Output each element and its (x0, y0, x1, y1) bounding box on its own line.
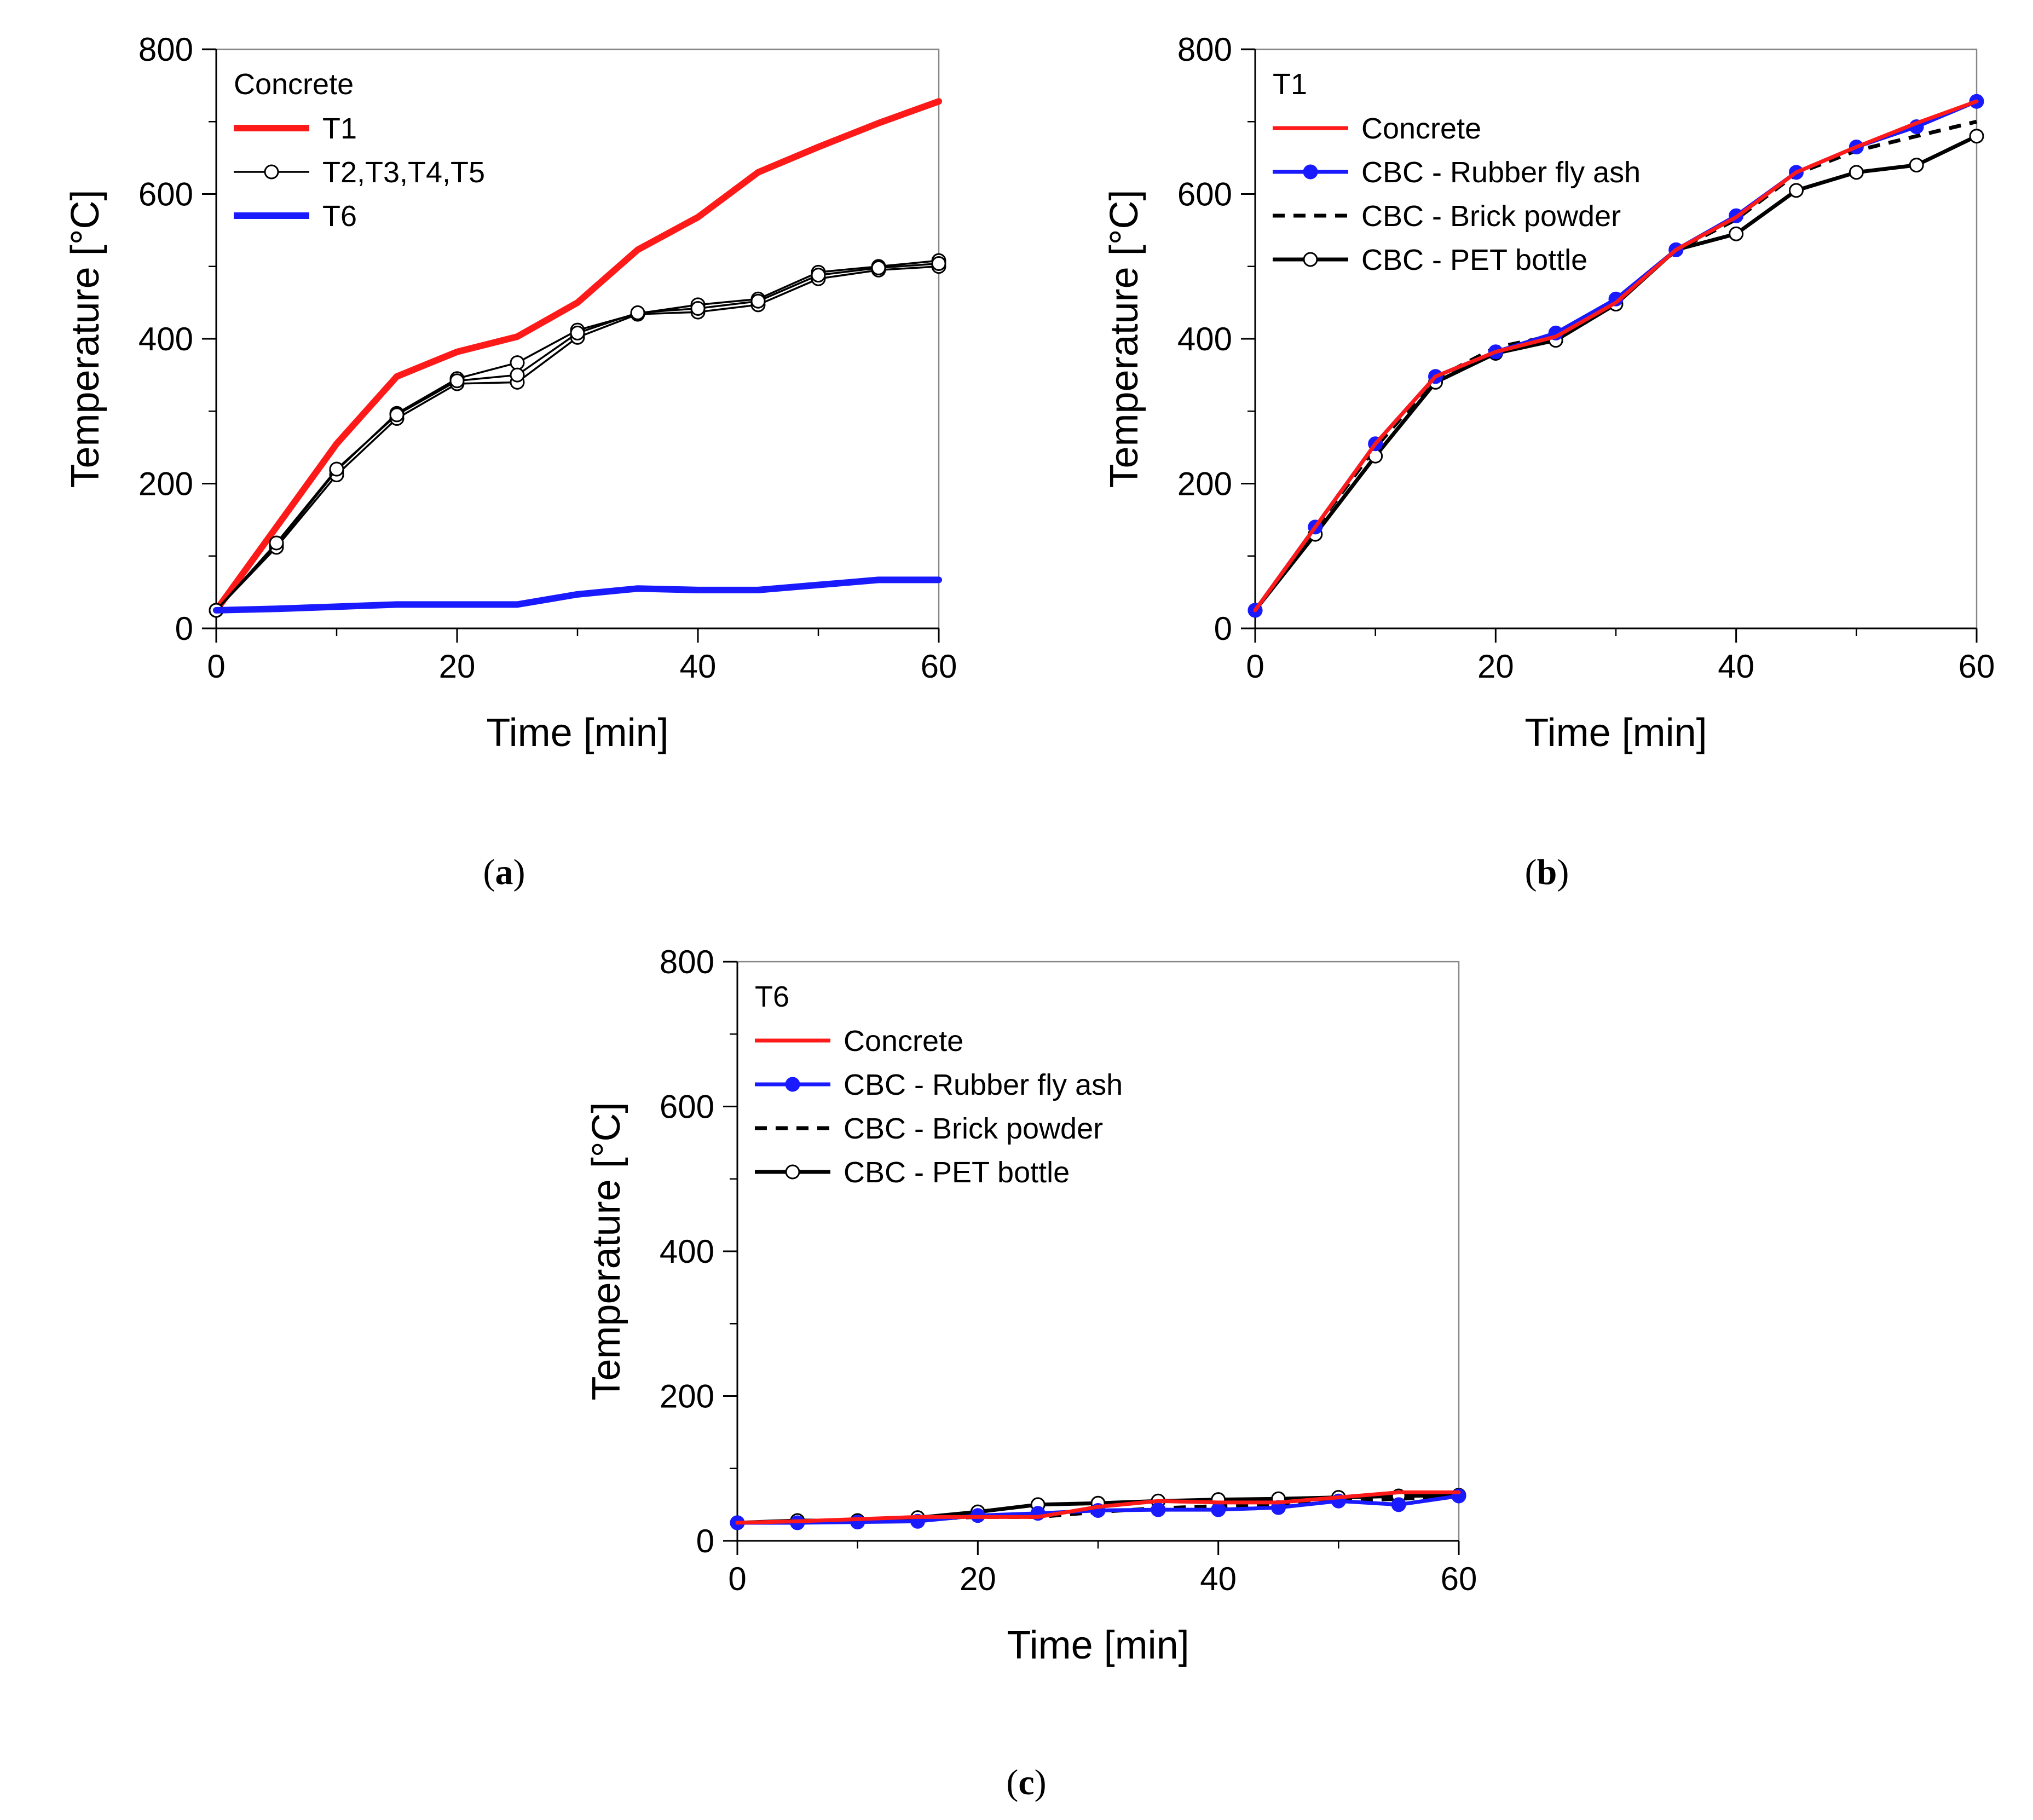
caption-letter: a (495, 852, 513, 892)
y-tick-label: 200 (660, 1378, 714, 1415)
caption-paren: ) (513, 852, 525, 892)
x-axis-title: Time [min] (1524, 711, 1707, 755)
legend-label: CBC - Rubber fly ash (1361, 156, 1641, 189)
y-tick-label: 200 (1177, 466, 1232, 502)
chart-panel-a: 0 200 400 600 800 0 20 40 60 Time [min] Temperatur… (63, 31, 957, 892)
legend-label: CBC - PET bottle (1361, 244, 1587, 276)
data-point (269, 535, 284, 551)
y-tick-label: 400 (138, 321, 193, 357)
legend-label: T6 (322, 200, 357, 233)
x-tick-label: 60 (1441, 1561, 1477, 1597)
y-tick-label: 0 (696, 1523, 714, 1559)
x-tick-label: 40 (1200, 1561, 1237, 1597)
y-tick-label: 600 (138, 176, 193, 213)
y-tick-label: 400 (1177, 321, 1232, 357)
data-point (389, 407, 405, 423)
data-point (630, 305, 645, 320)
legend-label: CBC - Rubber fly ash (844, 1068, 1123, 1101)
data-point (1789, 183, 1804, 198)
chart-panel-c: 0 200 400 600 800 0 20 40 60 Time [min] Temperatur… (585, 944, 1477, 1802)
y-axis-title: Temperature [°C] (63, 190, 107, 488)
caption-letter: c (1018, 1763, 1034, 1802)
x-axis-title: Time [min] (1007, 1623, 1189, 1667)
y-tick-label: 0 (175, 610, 193, 647)
x-tick-label: 40 (680, 648, 717, 685)
panel-caption: (a) (483, 852, 525, 892)
x-tick-label: 0 (207, 648, 225, 685)
legend-label: CBC - Brick powder (844, 1112, 1103, 1145)
y-tick-label: 800 (660, 944, 714, 980)
y-tick-label: 400 (660, 1233, 714, 1270)
legend-title: T1 (1273, 68, 1307, 101)
data-point (750, 293, 766, 309)
legend-label: Concrete (844, 1025, 963, 1058)
legend-marker (785, 1164, 800, 1180)
data-point (811, 268, 826, 283)
y-tick-label: 800 (138, 31, 193, 68)
x-tick-label: 20 (1477, 648, 1514, 685)
caption-paren: ( (483, 852, 495, 892)
legend-label: T2,T3,T4,T5 (322, 156, 485, 189)
caption-paren: ( (1006, 1763, 1018, 1802)
x-tick-label: 60 (921, 648, 957, 685)
data-point (1391, 1497, 1406, 1512)
x-tick-label: 20 (960, 1561, 996, 1597)
legend-title: T6 (755, 980, 789, 1013)
legend-label: CBC - PET bottle (844, 1156, 1070, 1189)
chart-panel-b: 0 200 400 600 800 0 20 40 60 Time [min] Temperatur… (1102, 31, 1995, 892)
series-line-t4 (215, 262, 940, 611)
y-axis-title: Temperature [°C] (1102, 190, 1146, 488)
series-line-t3 (215, 265, 940, 611)
y-tick-label: 600 (660, 1089, 714, 1125)
data-point (931, 256, 946, 271)
data-point (1969, 129, 1984, 144)
x-tick-label: 60 (1959, 648, 1995, 685)
data-point (570, 325, 585, 340)
data-point (1151, 1502, 1166, 1517)
series-line-t6 (213, 576, 942, 614)
series-line-t2-t3-t4-t5 (215, 259, 940, 611)
y-tick-label: 0 (1214, 610, 1232, 647)
legend-marker (264, 164, 279, 180)
data-point (1909, 158, 1924, 173)
data-point (329, 461, 344, 477)
data-point (1211, 1502, 1226, 1517)
data-point (1729, 226, 1744, 241)
caption-paren: ) (1035, 1763, 1047, 1802)
caption-paren: ( (1525, 852, 1537, 892)
legend-marker (1303, 252, 1318, 267)
legend-title: Concrete (234, 68, 354, 101)
series-line-cbc-brick-powder (1254, 119, 1977, 612)
data-point (871, 260, 886, 275)
caption-letter: b (1537, 852, 1557, 892)
legend-label: T1 (322, 112, 357, 145)
x-tick-label: 20 (439, 648, 476, 685)
x-tick-label: 0 (728, 1561, 746, 1597)
panel-caption: (c) (1006, 1763, 1046, 1802)
series-line-concrete (1253, 99, 1979, 613)
legend-label: CBC - Brick powder (1361, 200, 1621, 233)
legend-marker (785, 1077, 800, 1092)
series-line-concrete (735, 1490, 1461, 1525)
y-tick-label: 600 (1177, 176, 1232, 213)
caption-paren: ) (1557, 852, 1569, 892)
x-tick-label: 40 (1718, 648, 1754, 685)
legend-label: Concrete (1361, 112, 1481, 145)
data-point (690, 301, 706, 316)
series-line-t1 (213, 98, 942, 614)
x-tick-label: 0 (1246, 648, 1264, 685)
data-point (449, 373, 465, 389)
legend-marker (1303, 164, 1318, 180)
panel-caption: (b) (1525, 852, 1569, 892)
y-axis-title: Temperature [°C] (585, 1102, 628, 1401)
y-tick-label: 800 (1177, 31, 1232, 68)
x-axis-title: Time [min] (486, 711, 668, 755)
y-tick-label: 200 (138, 466, 193, 502)
data-point (510, 355, 525, 371)
data-point (1849, 165, 1864, 180)
data-point (510, 367, 525, 383)
